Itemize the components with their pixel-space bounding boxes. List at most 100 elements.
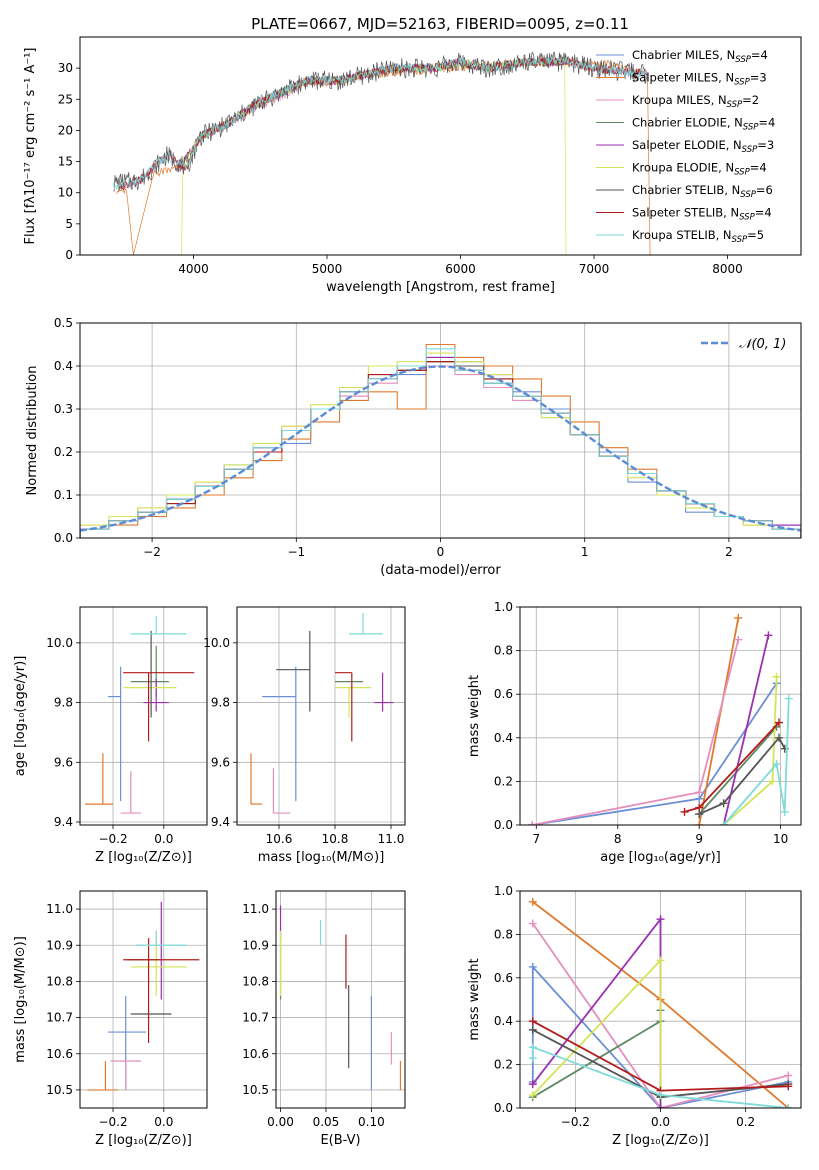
mass_vs_Z-points xyxy=(87,901,200,1091)
legend-entry: Salpeter STELIB, NSSP=4 xyxy=(632,206,772,223)
errorbar-point xyxy=(130,645,169,697)
spectrum-series xyxy=(119,56,648,191)
y-tick-label: 10 xyxy=(58,186,73,200)
plus-marker xyxy=(719,799,728,808)
x-tick-label: 11.0 xyxy=(378,832,405,846)
plus-marker xyxy=(528,1017,537,1026)
age_vs_Z-axes: −0.2 0.0 9.4 9.6 9.8 10.0 Z [log₁₀(Z/Z⊙)] age [… xyxy=(13,606,208,865)
y-tick-label: 0.6 xyxy=(494,687,513,701)
x-tick-label: 8000 xyxy=(712,262,743,276)
errorbar-point xyxy=(272,768,291,814)
x-tick-label: 9 xyxy=(695,832,703,846)
x-tick-label: −2 xyxy=(143,545,161,559)
y-tick-label: 0.6 xyxy=(494,971,513,985)
y-tick-label: 10.6 xyxy=(46,1047,73,1061)
x-tick-label: 10.8 xyxy=(322,832,349,846)
y-tick-label: 10.6 xyxy=(242,1047,269,1061)
x-tick-label: −0.2 xyxy=(98,832,127,846)
massweight-series xyxy=(531,1045,789,1108)
y-tick-label: 0.4 xyxy=(494,1014,513,1028)
x-tick-label: 0.0 xyxy=(651,1115,670,1129)
plus-marker xyxy=(772,672,781,681)
errorbar-point xyxy=(87,1060,119,1091)
plus-marker xyxy=(680,807,689,816)
legend-entry: Kroupa ELODIE, NSSP=4 xyxy=(632,161,767,178)
plot-frame xyxy=(519,890,802,1109)
y-tick-label: 0.0 xyxy=(494,818,513,832)
errorbar-point xyxy=(262,666,297,802)
plus-marker xyxy=(734,635,743,644)
age_vs_mass-axes: 10.6 10.8 11.0 9.4 9.6 9.8 10.0 mass [log₁₀(M/M… xyxy=(203,606,406,865)
y-tick-label: 9.8 xyxy=(54,696,73,710)
massweight-series xyxy=(532,922,789,1108)
plus-marker xyxy=(528,1080,537,1089)
legend-entry: Chabrier STELIB, NSSP=6 xyxy=(632,183,773,200)
x-axis-label: (data-model)/error xyxy=(380,563,501,578)
y-tick-label: 20 xyxy=(58,123,73,137)
plus-marker xyxy=(528,962,537,971)
plus-marker xyxy=(780,807,789,816)
y-tick-label: 9.6 xyxy=(211,755,230,769)
y-tick-label: 0.0 xyxy=(54,531,73,545)
y-tick-label: 0.8 xyxy=(494,927,513,941)
plus-marker xyxy=(695,803,704,812)
errorbar-point xyxy=(276,630,311,712)
y-tick-label: 0 xyxy=(65,248,73,262)
y-tick-label: 10.7 xyxy=(46,1011,73,1025)
spectrum-series xyxy=(116,57,651,255)
massweight_vs_Z-lines xyxy=(528,897,793,1108)
spectrum-axes: 4000 5000 6000 7000 8000 0 5 10 15 20 25 30 waveleng… xyxy=(23,36,802,295)
errorbar-point xyxy=(130,930,187,996)
spectrum-series xyxy=(113,56,648,190)
x-tick-label: 6000 xyxy=(445,262,476,276)
y-tick-label: 0.4 xyxy=(494,731,513,745)
plus-marker xyxy=(784,1071,793,1080)
x-axis-label: age [log₁₀(age/yr)] xyxy=(600,850,721,865)
y-tick-label: 0.0 xyxy=(494,1101,513,1115)
y-tick-label: 10.5 xyxy=(242,1083,269,1097)
y-tick-label: 25 xyxy=(58,92,73,106)
y-tick-label: 9.6 xyxy=(54,755,73,769)
y-tick-label: 10.9 xyxy=(46,938,73,952)
massweight-series xyxy=(698,726,778,815)
x-tick-label: 2 xyxy=(725,545,733,559)
y-axis-label: age [log₁₀(age/yr)] xyxy=(13,656,28,777)
y-axis-label: Normed distribution xyxy=(25,366,40,496)
x-tick-label: 0.00 xyxy=(267,1115,294,1129)
plus-marker xyxy=(656,915,665,924)
errorbar-point xyxy=(335,687,372,718)
y-axis-label: mass [log₁₀(M/M⊙)] xyxy=(13,936,28,1063)
y-tick-label: 0.2 xyxy=(494,1058,513,1072)
plus-marker xyxy=(656,1090,665,1099)
spectrum-series xyxy=(113,51,648,192)
plus-marker xyxy=(528,1054,537,1063)
spectrum-series xyxy=(119,56,648,190)
errorbar-point xyxy=(85,753,114,805)
legend-entry: Kroupa STELIB, NSSP=5 xyxy=(632,228,764,245)
massweight_vs_age-axes: 7 8 9 10 0.0 0.2 0.4 0.6 0.8 1.0 age [log₁₀(age/yr… xyxy=(467,600,802,865)
plot-frame xyxy=(236,606,406,826)
y-tick-label: 10.5 xyxy=(46,1083,73,1097)
plus-marker xyxy=(719,821,728,825)
legend-entry: Kroupa MILES, NSSP=2 xyxy=(632,93,759,110)
y-tick-label: 1.0 xyxy=(494,884,513,898)
x-tick-label: 0.05 xyxy=(313,1115,340,1129)
x-axis-label: Z [log₁₀(Z/Z⊙)] xyxy=(612,1133,709,1148)
x-axis-label: Z [log₁₀(Z/Z⊙)] xyxy=(95,850,192,865)
y-tick-label: 9.8 xyxy=(211,696,230,710)
spectrum-series xyxy=(181,57,567,255)
x-axis-label: mass [log₁₀(M/M⊙)] xyxy=(258,850,385,865)
x-tick-label: 8 xyxy=(614,832,622,846)
plus-marker xyxy=(528,919,537,928)
errorbar-point xyxy=(374,672,394,712)
y-tick-label: 10.9 xyxy=(242,938,269,952)
plus-marker xyxy=(656,1104,665,1108)
y-tick-label: 10.8 xyxy=(46,974,73,988)
mass_vs_EBV-axes: 0.00 0.05 0.10 10.5 10.6 10.7 10.8 10.9 11.0 E(B-… xyxy=(242,890,406,1148)
normal-curve xyxy=(80,365,801,532)
errorbar-point xyxy=(120,771,141,814)
x-tick-label: 10 xyxy=(773,832,788,846)
y-tick-label: 0.4 xyxy=(54,359,73,373)
mass_vs_EBV-points xyxy=(279,905,402,1090)
y-tick-label: 11.0 xyxy=(242,902,269,916)
